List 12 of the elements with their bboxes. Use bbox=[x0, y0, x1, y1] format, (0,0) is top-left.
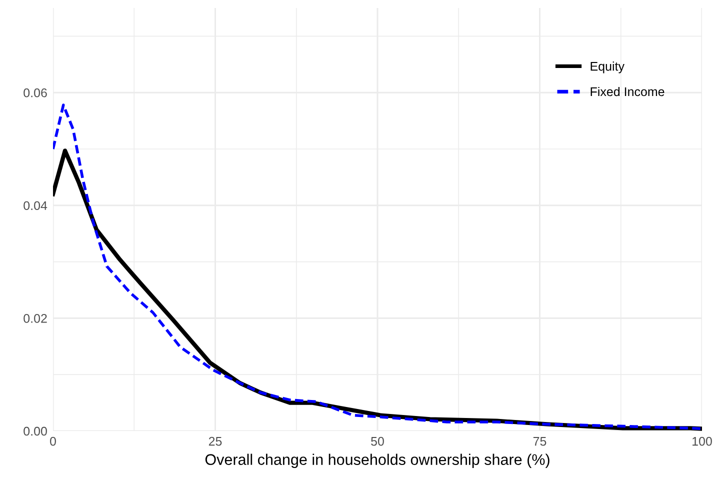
y-tick-label: 0.02 bbox=[24, 314, 47, 323]
x-tick-label: 25 bbox=[208, 436, 222, 446]
x-axis-title: Overall change in households ownership share (%) bbox=[205, 454, 550, 468]
legend-label: Equity bbox=[590, 62, 624, 74]
y-tick-label: 0.00 bbox=[24, 426, 47, 436]
y-tick-label: 0.04 bbox=[24, 201, 48, 210]
y-tick-label: 0.06 bbox=[24, 88, 47, 98]
x-tick-label: 50 bbox=[371, 436, 384, 446]
x-tick-label: 75 bbox=[533, 437, 546, 446]
x-tick-label: 0 bbox=[50, 436, 56, 446]
x-tick-label: 100 bbox=[692, 436, 712, 446]
legend-label: Fixed Income bbox=[590, 86, 664, 96]
